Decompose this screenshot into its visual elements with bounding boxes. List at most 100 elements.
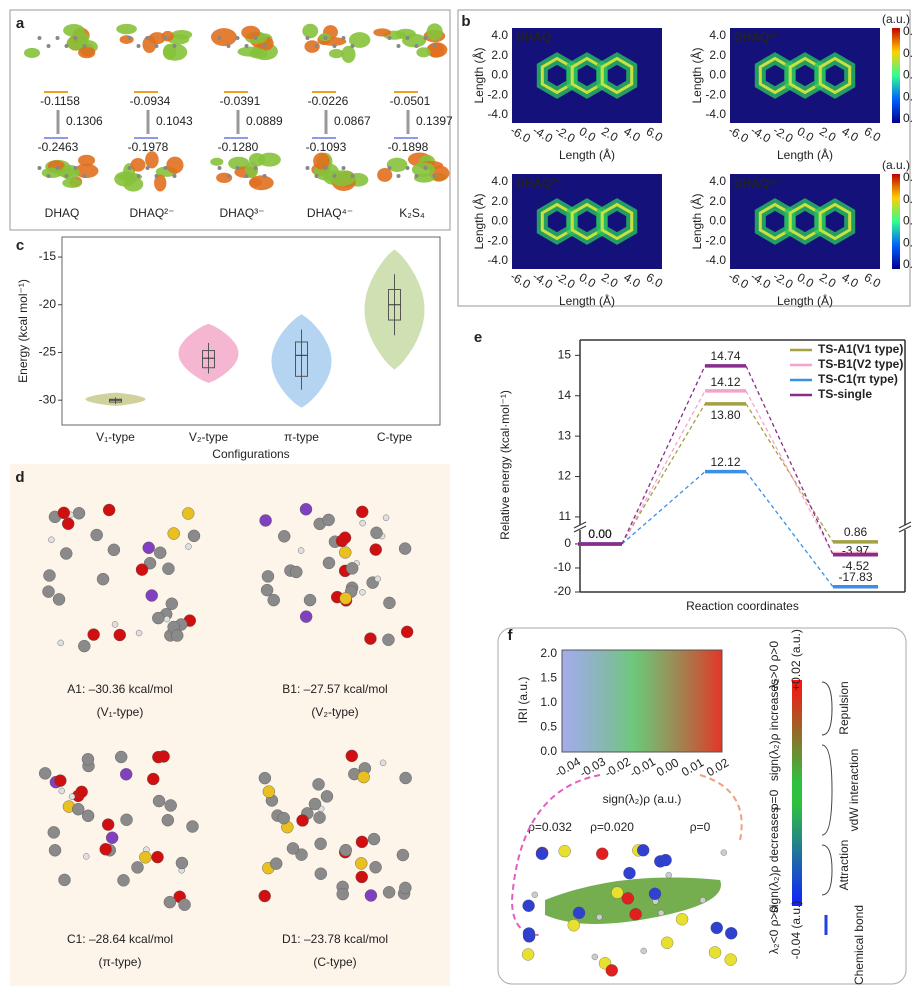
atom xyxy=(217,166,222,170)
atom xyxy=(68,793,76,800)
y-tick-label: 4.0 xyxy=(491,174,508,188)
atom xyxy=(345,562,359,575)
atom xyxy=(521,948,535,961)
atom xyxy=(640,947,647,955)
orbital-lobe xyxy=(348,32,371,48)
y-tick-label: 0.0 xyxy=(709,68,726,82)
scale-label: λ₂<0 ρ>0 xyxy=(767,906,781,955)
y-tick-label: 1.5 xyxy=(540,671,557,685)
gap-value: 0.0867 xyxy=(334,114,371,128)
atom xyxy=(339,546,352,559)
atom xyxy=(235,36,240,40)
atom xyxy=(314,174,319,178)
atom xyxy=(567,919,580,932)
value-label: 0.00 xyxy=(588,527,612,541)
atom xyxy=(135,629,143,637)
binding-energy: C1: –28.64 kcal/mol xyxy=(67,932,173,946)
atom xyxy=(83,853,90,860)
atom xyxy=(355,870,368,884)
atom xyxy=(147,772,160,786)
atom xyxy=(312,778,325,791)
atom xyxy=(37,166,42,170)
atom xyxy=(186,820,199,833)
atom xyxy=(350,174,355,178)
x-tick-label: -6.0 xyxy=(726,269,751,292)
legend-label: TS-C1(π type) xyxy=(818,372,898,386)
atom xyxy=(364,632,377,645)
atom xyxy=(699,897,707,904)
atom xyxy=(258,889,271,903)
atom xyxy=(322,556,336,570)
configuration: (V₂-type) xyxy=(311,705,358,719)
atom xyxy=(38,767,52,780)
atom xyxy=(262,44,267,48)
x-tick-label: 2.0 xyxy=(599,270,621,291)
orbital-lobe xyxy=(211,28,237,47)
atom xyxy=(332,44,337,48)
box xyxy=(202,350,215,369)
y-axis-label: Length (Å) xyxy=(471,193,486,249)
orbital-lobe xyxy=(329,170,356,187)
scale-label: λ₂>0 ρ>0 xyxy=(767,641,781,690)
colorbar-tick: 0.0 xyxy=(903,257,912,271)
value-label: 0.00 xyxy=(588,527,612,541)
atom xyxy=(323,36,328,40)
atom xyxy=(339,592,352,605)
atom xyxy=(314,837,327,851)
lumo-value: -0.0391 xyxy=(220,94,261,108)
gap-value: 0.1397 xyxy=(416,114,453,128)
molecule-name: DHAQ⁴⁻ xyxy=(307,206,353,220)
atom xyxy=(178,898,191,911)
atom xyxy=(262,174,267,178)
atom xyxy=(396,174,401,178)
atom xyxy=(648,887,662,900)
orbital-lobe xyxy=(62,178,82,188)
x-tick-label: -6.0 xyxy=(726,123,751,146)
colorbar-tick: 0.6 xyxy=(903,46,912,60)
atom xyxy=(332,174,337,178)
atom xyxy=(357,770,370,784)
atom xyxy=(341,36,346,40)
atom xyxy=(314,44,319,48)
atom xyxy=(313,811,326,824)
orbital-lobe xyxy=(166,156,184,174)
orbital-lobe xyxy=(427,42,445,58)
x-tick-label: -4.0 xyxy=(748,269,773,292)
gap-value: 0.0889 xyxy=(246,114,283,128)
orbital-lobe xyxy=(145,151,159,169)
orbital-lobe xyxy=(386,157,408,172)
atom xyxy=(382,514,390,521)
map-title: DHAQ²⁻ xyxy=(734,30,780,44)
orbital-lobe xyxy=(154,174,167,192)
y-tick-label: -4.0 xyxy=(705,107,726,121)
atom xyxy=(355,857,368,870)
atom xyxy=(665,871,672,879)
atom xyxy=(414,174,419,178)
atom xyxy=(175,856,189,870)
x-axis-label: Configurations xyxy=(212,447,289,461)
x-tick-label: V₁-type xyxy=(96,430,135,444)
x-tick-label: 6.0 xyxy=(644,270,666,291)
atom xyxy=(270,857,283,870)
atom xyxy=(244,44,249,48)
atom xyxy=(423,36,428,40)
x-axis-label: sign(λ₂)ρ (a.u.) xyxy=(603,792,682,806)
y-tick-label: 2.0 xyxy=(491,194,508,208)
atom xyxy=(152,611,165,625)
atom xyxy=(338,531,352,544)
orbital-lobe xyxy=(77,154,96,167)
atom xyxy=(187,529,201,543)
atom xyxy=(72,802,85,816)
atom xyxy=(127,36,132,40)
atom xyxy=(605,964,618,977)
homo-value: -0.1898 xyxy=(388,140,429,154)
y-tick-label: 2.0 xyxy=(709,194,726,208)
atom xyxy=(157,750,170,763)
atom xyxy=(139,851,152,864)
colorbar-tick: 0.8 xyxy=(903,170,912,184)
binding-energy: A1: –30.36 kcal/mol xyxy=(67,682,172,696)
x-tick-label: 0.00 xyxy=(654,755,682,779)
y-tick-label: 0.0 xyxy=(540,744,557,758)
scale-label: ρ=0 xyxy=(767,789,781,810)
orbital-lobe xyxy=(75,32,90,44)
